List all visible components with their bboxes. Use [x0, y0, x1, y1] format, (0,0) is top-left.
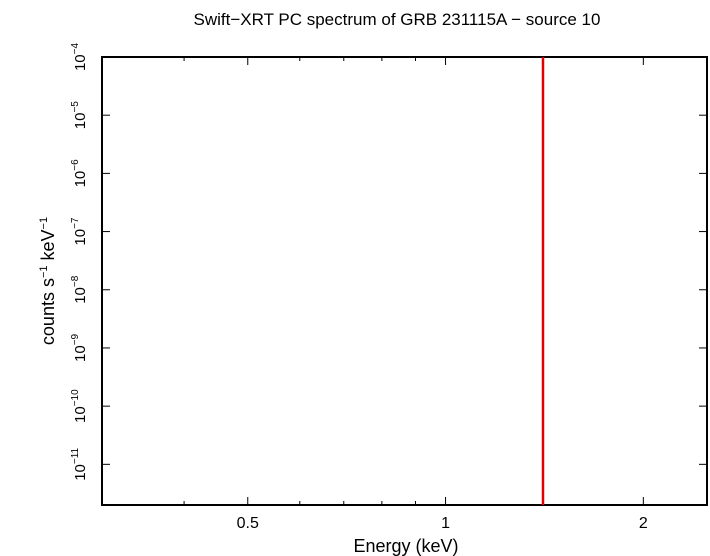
y-axis-label-sup2: −1 [38, 217, 50, 230]
y-axis-ticks: 10−4 10−5 10−6 10−7 10−8 10−9 10−10 10−11 [70, 43, 707, 481]
chart-title: Swift−XRT PC spectrum of GRB 231115A − s… [194, 10, 601, 29]
x-tick-label: 2 [639, 515, 648, 532]
y-axis-label-sup1: −1 [38, 265, 50, 278]
x-axis-label: Energy (keV) [353, 536, 458, 556]
y-tick-label: 10−6 [70, 159, 89, 188]
y-tick-label: 10−11 [70, 447, 89, 480]
y-tick-label: 10−7 [70, 217, 89, 246]
plot-frame [101, 56, 708, 506]
y-axis-label-base: counts s [38, 278, 58, 345]
y-tick-label: 10−4 [70, 43, 89, 72]
y-tick-label: 10−10 [70, 389, 89, 423]
y-tick-label: 10−9 [70, 333, 89, 362]
y-axis-label-mid: keV [38, 229, 58, 265]
x-tick-label: 1 [441, 515, 450, 532]
x-minor-ticks [183, 57, 416, 505]
y-tick-label: 10−8 [70, 275, 89, 304]
x-axis-ticks: 0.5 1 2 [237, 57, 648, 532]
x-tick-label: 0.5 [237, 515, 259, 532]
y-axis-label: counts s−1 keV−1 [38, 217, 58, 345]
y-tick-label: 10−5 [70, 101, 89, 130]
